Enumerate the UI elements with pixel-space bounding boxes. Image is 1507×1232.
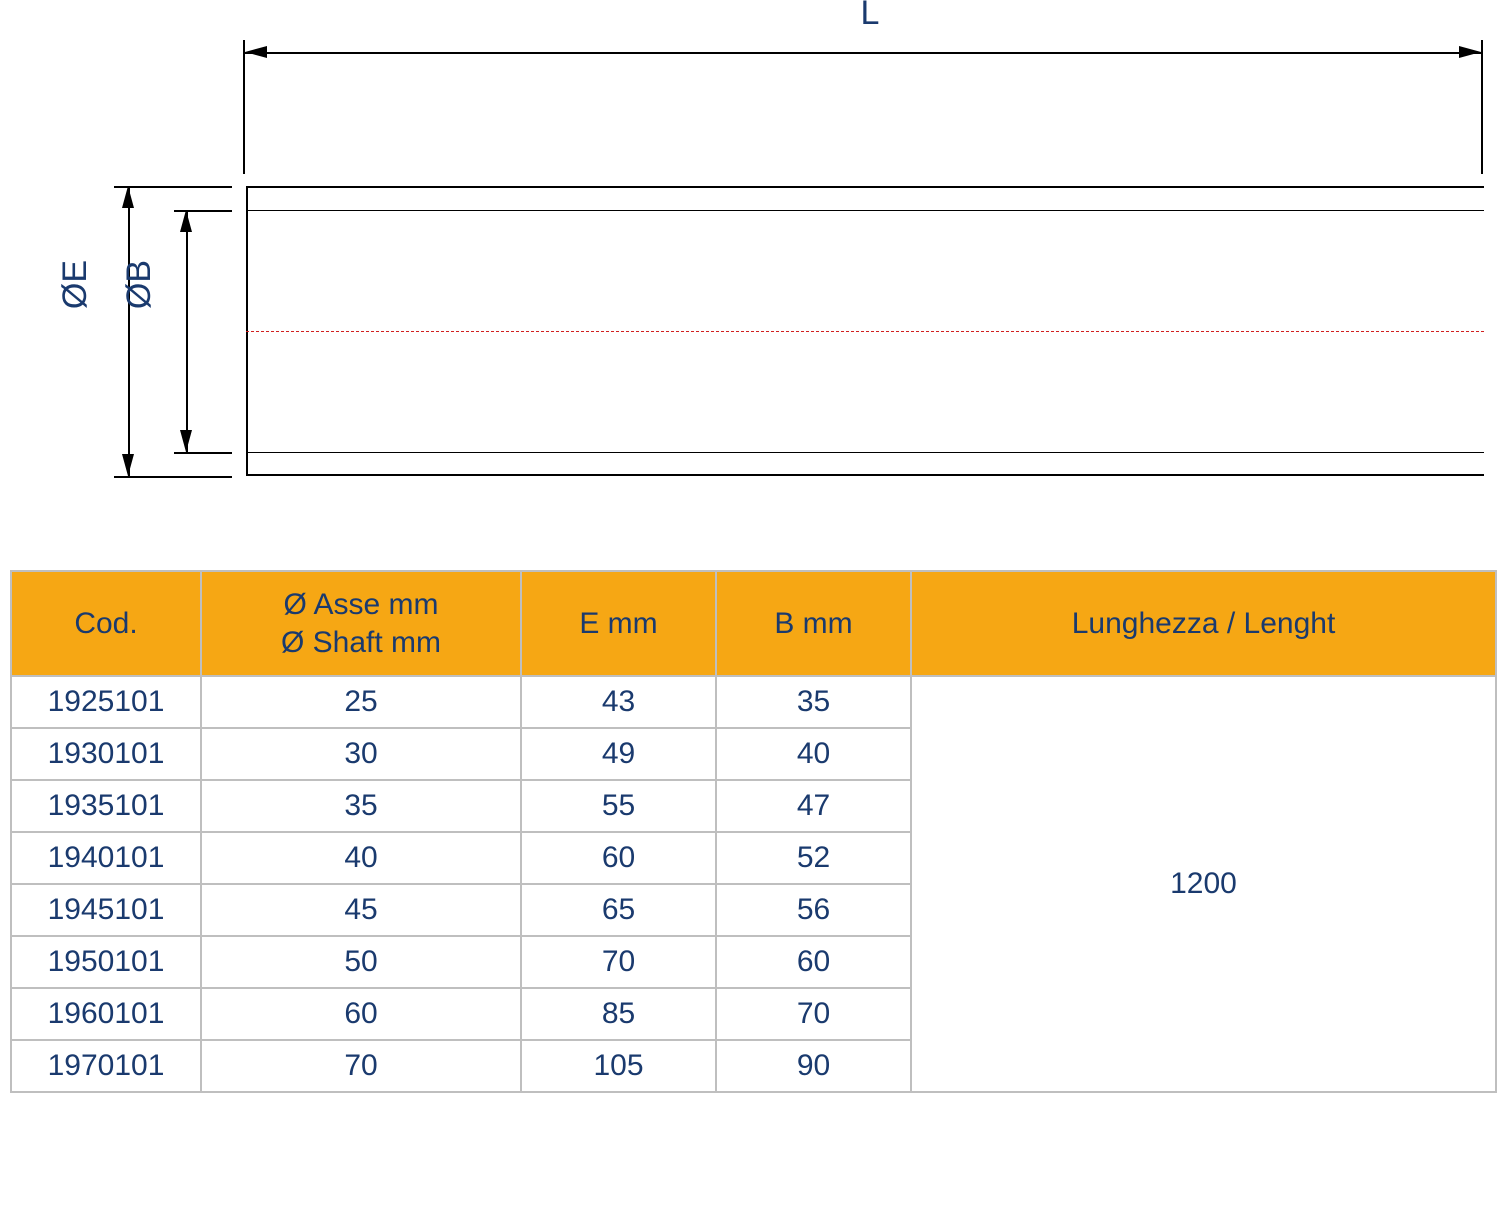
cell-e: 65: [521, 884, 716, 936]
dim-line-b: [186, 210, 188, 452]
cell-e: 60: [521, 832, 716, 884]
cell-cod: 1930101: [11, 728, 201, 780]
cell-shaft: 45: [201, 884, 521, 936]
witness-b-bot: [174, 452, 232, 454]
table-row: 1925101 25 43 35 1200: [11, 676, 1496, 728]
witness-e-top: [114, 186, 232, 188]
col-header-b: B mm: [716, 571, 911, 676]
cell-e: 49: [521, 728, 716, 780]
cell-e: 55: [521, 780, 716, 832]
table-body: 1925101 25 43 35 1200 1930101 30 49 40 1…: [11, 676, 1496, 1092]
dim-line-l: [245, 52, 1481, 54]
cell-b: 90: [716, 1040, 911, 1092]
table-header-row: Cod. Ø Asse mm Ø Shaft mm E mm B mm Lung…: [11, 571, 1496, 676]
dim-label-l: L: [850, 0, 890, 33]
col-header-len: Lunghezza / Lenght: [911, 571, 1496, 676]
cell-cod: 1950101: [11, 936, 201, 988]
col-header-shaft: Ø Asse mm Ø Shaft mm: [201, 571, 521, 676]
cell-b: 47: [716, 780, 911, 832]
witness-l-right: [1481, 40, 1483, 174]
arrow-b-up: [180, 210, 192, 232]
witness-e-bot: [114, 476, 232, 478]
cell-length-merged: 1200: [911, 676, 1496, 1092]
cell-shaft: 50: [201, 936, 521, 988]
cell-b: 40: [716, 728, 911, 780]
cell-shaft: 40: [201, 832, 521, 884]
cell-e: 43: [521, 676, 716, 728]
arrow-l-right: [1459, 46, 1481, 58]
witness-b-top: [174, 210, 232, 212]
dim-line-e: [128, 186, 130, 476]
cell-e: 85: [521, 988, 716, 1040]
cell-b: 56: [716, 884, 911, 936]
bore-line-top: [246, 210, 1484, 211]
spec-table: Cod. Ø Asse mm Ø Shaft mm E mm B mm Lung…: [10, 570, 1497, 1093]
arrow-e-up: [122, 186, 134, 208]
col-header-e: E mm: [521, 571, 716, 676]
cell-cod: 1935101: [11, 780, 201, 832]
cell-e: 105: [521, 1040, 716, 1092]
dim-label-b: ØB: [120, 260, 159, 309]
arrow-b-down: [180, 430, 192, 452]
centerline: [246, 331, 1484, 332]
col-header-cod: Cod.: [11, 571, 201, 676]
cell-shaft: 70: [201, 1040, 521, 1092]
bore-line-bot: [246, 452, 1484, 453]
cell-b: 35: [716, 676, 911, 728]
technical-drawing: L ØE ØB: [0, 0, 1507, 530]
witness-l-left: [243, 40, 245, 174]
cell-b: 60: [716, 936, 911, 988]
cell-cod: 1940101: [11, 832, 201, 884]
arrow-e-down: [122, 454, 134, 476]
cell-shaft: 60: [201, 988, 521, 1040]
cell-shaft: 25: [201, 676, 521, 728]
cell-cod: 1925101: [11, 676, 201, 728]
cell-cod: 1960101: [11, 988, 201, 1040]
cell-e: 70: [521, 936, 716, 988]
cell-cod: 1945101: [11, 884, 201, 936]
cell-b: 52: [716, 832, 911, 884]
cell-b: 70: [716, 988, 911, 1040]
cell-shaft: 35: [201, 780, 521, 832]
arrow-l-left: [245, 46, 267, 58]
cell-cod: 1970101: [11, 1040, 201, 1092]
dim-label-e: ØE: [56, 260, 95, 309]
cell-shaft: 30: [201, 728, 521, 780]
